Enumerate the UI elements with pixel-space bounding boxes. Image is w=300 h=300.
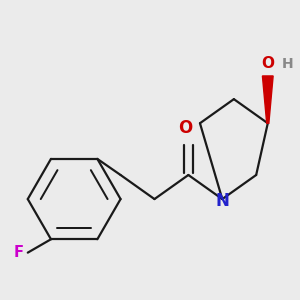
- Text: H: H: [282, 57, 294, 70]
- Polygon shape: [262, 76, 273, 123]
- Text: O: O: [261, 56, 274, 70]
- Text: O: O: [178, 118, 193, 136]
- Text: F: F: [13, 245, 23, 260]
- Text: N: N: [215, 192, 229, 210]
